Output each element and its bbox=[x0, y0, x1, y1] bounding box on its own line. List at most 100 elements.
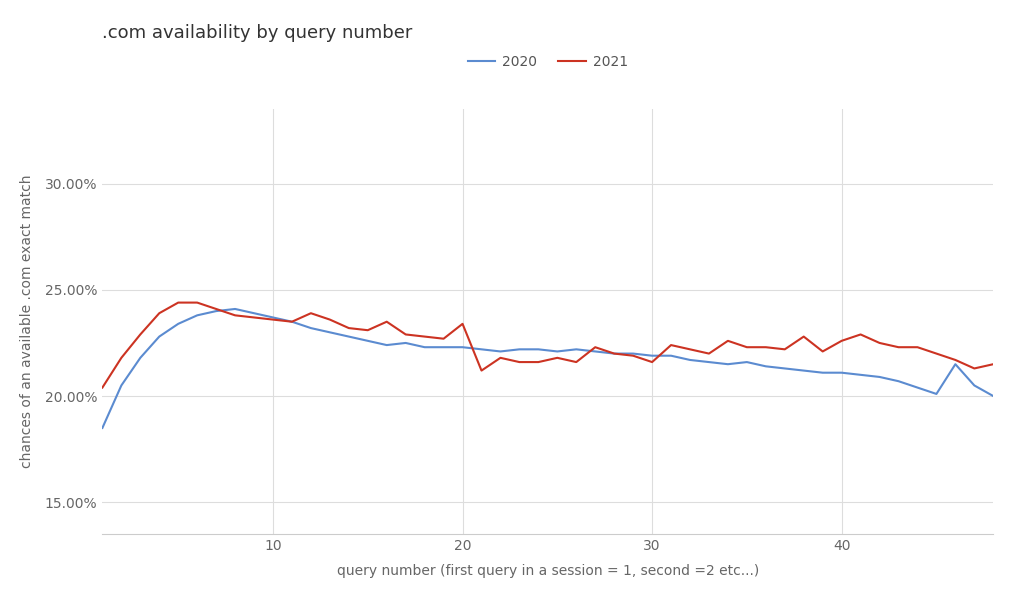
2020 bbox=[722, 361, 734, 368]
2021 bbox=[210, 305, 222, 313]
2021 bbox=[589, 344, 601, 351]
2021 bbox=[722, 337, 734, 345]
2020 bbox=[191, 312, 204, 319]
2021 bbox=[229, 312, 242, 319]
2020 bbox=[381, 341, 393, 348]
2021 bbox=[665, 341, 677, 348]
2021 bbox=[627, 352, 639, 359]
2020 bbox=[229, 305, 242, 313]
2021 bbox=[778, 345, 791, 353]
2020 bbox=[154, 333, 166, 340]
2020 bbox=[419, 344, 431, 351]
2021 bbox=[646, 358, 658, 365]
2020 bbox=[892, 378, 904, 385]
2020 bbox=[911, 384, 924, 392]
2020 bbox=[968, 382, 980, 389]
2021 bbox=[495, 354, 507, 361]
2021 bbox=[419, 333, 431, 340]
2020 bbox=[532, 345, 545, 353]
2021 bbox=[116, 354, 128, 361]
2020 bbox=[286, 318, 298, 325]
Y-axis label: chances of an available .com exact match: chances of an available .com exact match bbox=[19, 175, 34, 469]
2020 bbox=[684, 356, 696, 364]
2020 bbox=[343, 333, 355, 340]
2020 bbox=[608, 350, 621, 357]
2021 bbox=[816, 348, 828, 355]
2020 bbox=[134, 354, 146, 361]
2021 bbox=[248, 314, 260, 321]
2021 bbox=[987, 361, 999, 368]
2021 bbox=[475, 367, 487, 374]
2021 bbox=[702, 350, 715, 357]
2020 bbox=[589, 348, 601, 355]
2020 bbox=[760, 363, 772, 370]
2020 bbox=[930, 390, 942, 398]
2021 bbox=[930, 350, 942, 357]
2021 bbox=[551, 354, 563, 361]
2021 bbox=[684, 345, 696, 353]
2020 bbox=[702, 358, 715, 365]
2021 bbox=[324, 316, 336, 323]
2021 bbox=[437, 335, 450, 342]
2020 bbox=[740, 358, 753, 365]
2020 bbox=[248, 310, 260, 317]
2021 bbox=[968, 365, 980, 372]
2020 bbox=[798, 367, 810, 374]
2021 bbox=[191, 299, 204, 306]
Line: 2020: 2020 bbox=[102, 309, 993, 428]
2020 bbox=[96, 424, 109, 432]
2020 bbox=[778, 365, 791, 372]
2021 bbox=[399, 331, 412, 338]
2020 bbox=[570, 345, 583, 353]
2021 bbox=[798, 333, 810, 340]
2021 bbox=[96, 384, 109, 392]
2020 bbox=[816, 369, 828, 376]
2020 bbox=[210, 307, 222, 314]
2021 bbox=[873, 339, 886, 347]
2021 bbox=[892, 344, 904, 351]
2021 bbox=[343, 324, 355, 331]
2021 bbox=[172, 299, 184, 306]
2020 bbox=[646, 352, 658, 359]
2021 bbox=[911, 344, 924, 351]
2020 bbox=[627, 350, 639, 357]
2020 bbox=[836, 369, 848, 376]
2021 bbox=[361, 327, 374, 334]
2021 bbox=[740, 344, 753, 351]
Text: .com availability by query number: .com availability by query number bbox=[102, 24, 413, 42]
2021 bbox=[154, 310, 166, 317]
2020 bbox=[987, 392, 999, 399]
2020 bbox=[116, 382, 128, 389]
2021 bbox=[608, 350, 621, 357]
2020 bbox=[437, 344, 450, 351]
Legend: 2020, 2021: 2020, 2021 bbox=[462, 49, 634, 75]
2021 bbox=[760, 344, 772, 351]
2020 bbox=[513, 345, 525, 353]
2020 bbox=[324, 329, 336, 336]
2020 bbox=[361, 337, 374, 345]
2021 bbox=[949, 356, 962, 364]
2020 bbox=[399, 339, 412, 347]
2020 bbox=[873, 373, 886, 381]
2021 bbox=[570, 358, 583, 365]
2021 bbox=[134, 331, 146, 338]
2020 bbox=[457, 344, 469, 351]
2021 bbox=[513, 358, 525, 365]
2020 bbox=[665, 352, 677, 359]
2021 bbox=[836, 337, 848, 345]
2020 bbox=[475, 345, 487, 353]
2020 bbox=[305, 324, 317, 331]
2021 bbox=[854, 331, 866, 338]
2021 bbox=[457, 320, 469, 327]
2021 bbox=[532, 358, 545, 365]
2020 bbox=[267, 314, 280, 321]
2021 bbox=[305, 310, 317, 317]
2021 bbox=[381, 318, 393, 325]
X-axis label: query number (first query in a session = 1, second =2 etc...): query number (first query in a session =… bbox=[337, 564, 759, 578]
2021 bbox=[286, 318, 298, 325]
2020 bbox=[495, 348, 507, 355]
2020 bbox=[172, 320, 184, 327]
2020 bbox=[854, 371, 866, 379]
2020 bbox=[949, 361, 962, 368]
2020 bbox=[551, 348, 563, 355]
